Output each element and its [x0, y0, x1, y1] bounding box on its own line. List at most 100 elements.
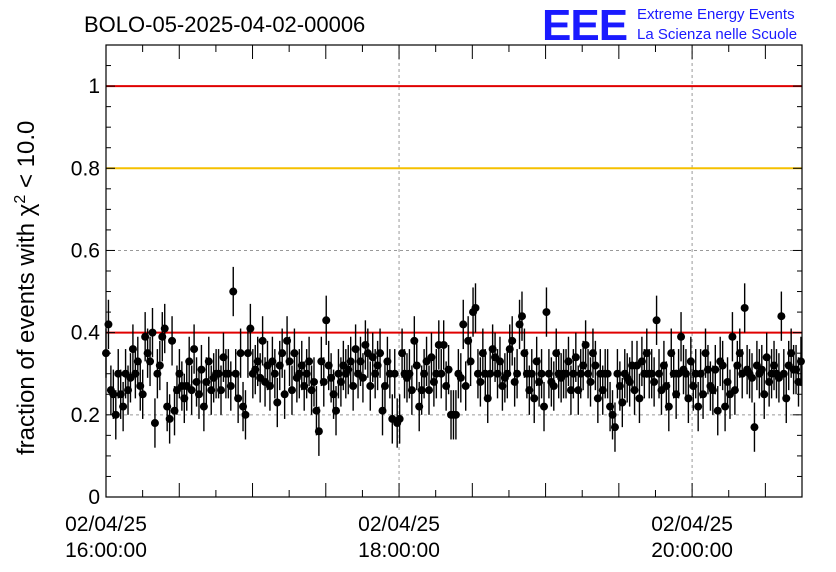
data-point — [217, 386, 225, 394]
data-point — [408, 386, 416, 394]
data-point — [229, 288, 237, 296]
x-tick-label-date-2: 02/04/25 — [651, 513, 733, 536]
data-point — [711, 366, 719, 374]
data-point — [188, 386, 196, 394]
data-point — [462, 382, 470, 390]
data-point — [760, 390, 768, 398]
data-point — [278, 349, 286, 357]
x-tick-labels: 02/04/25 16:00:00 02/04/25 18:00:00 02/04/25… — [65, 513, 733, 562]
data-point — [241, 411, 249, 419]
data-point — [635, 394, 643, 402]
data-point — [119, 403, 127, 411]
data-point — [271, 370, 279, 378]
data-point — [273, 398, 281, 406]
data-point — [540, 403, 548, 411]
data-point — [452, 411, 460, 419]
data-point — [653, 316, 661, 324]
data-point — [166, 415, 174, 423]
data-point — [550, 382, 558, 390]
data-point — [728, 333, 736, 341]
data-point — [518, 312, 526, 320]
data-point — [677, 333, 685, 341]
data-point — [146, 357, 154, 365]
x-tick-label-time-1: 18:00:00 — [358, 539, 440, 562]
data-point — [684, 394, 692, 402]
data-point — [591, 362, 599, 370]
data-point — [320, 378, 328, 386]
data-point — [227, 382, 235, 390]
x-tick-label-time-0: 16:00:00 — [65, 539, 147, 562]
y-axis-label: fraction of events with χ2 < 10.0 — [12, 121, 40, 455]
chi2-fraction-chart: 0 0.2 0.4 0.6 0.8 1 02/04/25 16:00:00 02/04/25 1… — [0, 0, 836, 572]
data-point — [572, 353, 580, 361]
data-point — [413, 362, 421, 370]
data-point — [396, 415, 404, 423]
reference-lines — [106, 86, 802, 333]
y-tick-label-4: 0.8 — [71, 157, 100, 180]
data-point — [587, 378, 595, 386]
data-point — [459, 320, 467, 328]
data-point — [156, 362, 164, 370]
data-point — [332, 407, 340, 415]
data-point — [782, 394, 790, 402]
y-tick-label-0: 0 — [88, 486, 100, 509]
data-point — [234, 394, 242, 402]
data-point — [467, 357, 475, 365]
y-tick-labels: 0 0.2 0.4 0.6 0.8 1 — [71, 75, 101, 509]
data-point — [538, 370, 546, 378]
data-point — [288, 386, 296, 394]
data-point — [714, 407, 722, 415]
data-point — [611, 423, 619, 431]
data-point — [508, 337, 516, 345]
data-point — [349, 382, 357, 390]
data-point — [139, 390, 147, 398]
data-point — [310, 378, 318, 386]
y-tick-label-1: 0.2 — [71, 404, 100, 427]
data-point — [457, 374, 465, 382]
eee-logo-line2: La Scienza nelle Scuole — [637, 26, 797, 43]
data-point — [530, 394, 538, 402]
data-point — [315, 427, 323, 435]
data-point — [748, 374, 756, 382]
data-point — [777, 312, 785, 320]
data-point — [322, 316, 330, 324]
data-point — [741, 304, 749, 312]
data-point — [359, 374, 367, 382]
data-point — [305, 357, 313, 365]
data-point — [246, 325, 254, 333]
data-point — [437, 370, 445, 378]
data-point — [161, 325, 169, 333]
x-tick-label-date-0: 02/04/25 — [65, 513, 147, 536]
data-point — [513, 370, 521, 378]
data-point — [564, 357, 572, 365]
data-point — [750, 423, 758, 431]
eee-logo: EEE Extreme Energy Events La Scienza nel… — [542, 1, 797, 50]
data-point — [168, 337, 176, 345]
data-point — [604, 370, 612, 378]
data-point — [476, 378, 484, 386]
data-point — [471, 304, 479, 312]
data-point — [151, 419, 159, 427]
chart-title: BOLO-05-2025-04-02-00006 — [84, 12, 365, 37]
eee-logo-mark: EEE — [542, 1, 627, 50]
data-point — [197, 366, 205, 374]
y-tick-label-3: 0.6 — [71, 239, 100, 262]
data-point — [650, 378, 658, 386]
eee-logo-line1: Extreme Energy Events — [637, 6, 795, 23]
data-point — [440, 341, 448, 349]
y-tick-label-5: 1 — [88, 75, 100, 98]
data-point — [699, 390, 707, 398]
y-tick-label-2: 0.4 — [71, 322, 101, 345]
data-point — [797, 357, 805, 365]
data-point — [286, 357, 294, 365]
data-point — [148, 329, 156, 337]
data-point — [542, 308, 550, 316]
data-point — [205, 357, 213, 365]
data-point — [376, 349, 384, 357]
data-point — [719, 362, 727, 370]
x-tick-label-date-1: 02/04/25 — [358, 513, 440, 536]
data-point — [582, 341, 590, 349]
data-point — [185, 357, 193, 365]
data-point — [391, 370, 399, 378]
data-point — [694, 403, 702, 411]
